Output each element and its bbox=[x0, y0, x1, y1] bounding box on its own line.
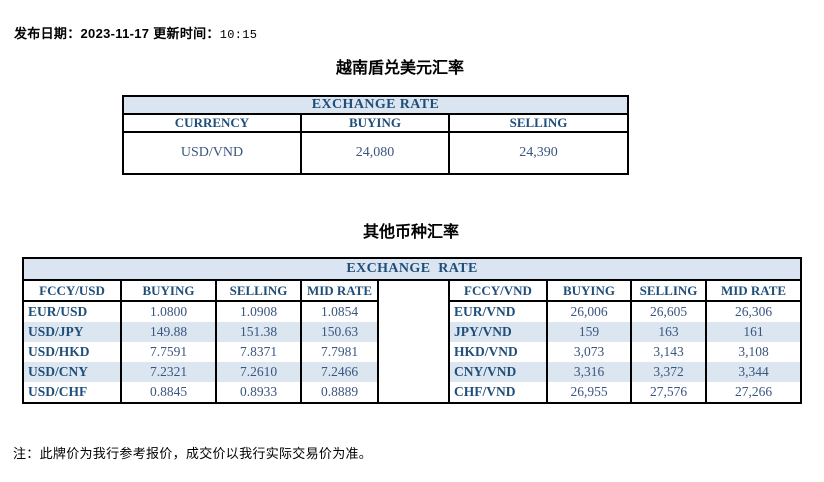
table-gap-column bbox=[377, 280, 450, 404]
column-header-row: FCCY/USD BUYING SELLING MID RATE FCCY/VN… bbox=[22, 280, 803, 404]
currency-pair-cell: JPY/VND bbox=[448, 322, 548, 342]
currency-pair-cell: HKD/VND bbox=[448, 342, 548, 362]
selling-rate-cell: 0.8933 bbox=[215, 382, 302, 403]
publish-date-label: 发布日期： bbox=[14, 26, 81, 41]
mid-rate-cell: 7.7981 bbox=[300, 342, 379, 362]
mid-rate-cell: 1.0854 bbox=[300, 301, 379, 322]
buying-rate-cell: 3,073 bbox=[546, 342, 632, 362]
mid-rate-cell: 150.63 bbox=[300, 322, 379, 342]
buying-rate-cell: 149.88 bbox=[120, 322, 217, 342]
publish-date-value: 2023-11-17 bbox=[80, 26, 150, 41]
column-header-fccy-vnd: FCCY/VND bbox=[448, 280, 548, 302]
selling-rate-cell: 3,372 bbox=[630, 362, 707, 382]
currency-pair-cell: USD/VND bbox=[122, 131, 302, 175]
currency-pair-cell: USD/HKD bbox=[22, 342, 122, 362]
table-row: USD/VND 24,080 24,390 bbox=[122, 131, 629, 175]
table-row: USD/CHF 0.8845 0.8933 0.8889 CHF/VND 26,… bbox=[22, 382, 803, 403]
table-title-cell: EXCHANGE RATE bbox=[122, 95, 629, 115]
selling-rate-cell: 151.38 bbox=[215, 322, 302, 342]
selling-rate-cell: 24,390 bbox=[448, 131, 629, 175]
buying-rate-cell: 24,080 bbox=[300, 131, 450, 175]
selling-rate-cell: 3,143 bbox=[630, 342, 707, 362]
mid-rate-cell: 26,306 bbox=[704, 301, 803, 322]
column-header-midrate-right: MID RATE bbox=[704, 280, 803, 302]
mid-rate-cell: 7.2466 bbox=[300, 362, 379, 382]
buying-rate-cell: 3,316 bbox=[546, 362, 632, 382]
column-header-midrate-left: MID RATE bbox=[300, 280, 379, 302]
mid-rate-cell: 3,344 bbox=[704, 362, 803, 382]
buying-rate-cell: 7.2321 bbox=[120, 362, 217, 382]
mid-rate-cell: 3,108 bbox=[704, 342, 803, 362]
currency-pair-cell: EUR/VND bbox=[448, 301, 548, 322]
currency-pair-cell: CHF/VND bbox=[448, 382, 548, 403]
selling-rate-cell: 27,576 bbox=[630, 382, 707, 403]
table-row: USD/CNY 7.2321 7.2610 7.2466 CNY/VND 3,3… bbox=[22, 362, 803, 382]
column-header-buying-left: BUYING bbox=[120, 280, 217, 302]
currency-pair-cell: USD/JPY bbox=[22, 322, 122, 342]
mid-rate-cell: 0.8889 bbox=[300, 382, 379, 403]
table-row: USD/HKD 7.7591 7.8371 7.7981 HKD/VND 3,0… bbox=[22, 342, 803, 362]
buying-rate-cell: 159 bbox=[546, 322, 632, 342]
update-time-label: 更新时间： bbox=[153, 26, 220, 41]
column-header-fccy-usd: FCCY/USD bbox=[22, 280, 122, 302]
table-row: EUR/USD 1.0800 1.0908 1.0854 EUR/VND 26,… bbox=[22, 301, 803, 322]
currency-pair-cell: CNY/VND bbox=[448, 362, 548, 382]
mid-rate-cell: 161 bbox=[704, 322, 803, 342]
selling-rate-cell: 163 bbox=[630, 322, 707, 342]
buying-rate-cell: 7.7591 bbox=[120, 342, 217, 362]
buying-rate-cell: 26,006 bbox=[546, 301, 632, 322]
buying-rate-cell: 0.8845 bbox=[120, 382, 217, 403]
currency-pair-cell: USD/CHF bbox=[22, 382, 122, 403]
column-header-selling-right: SELLING bbox=[630, 280, 707, 302]
currency-pair-cell: EUR/USD bbox=[22, 301, 122, 322]
other-currencies-section-title: 其他币种汇率 bbox=[362, 224, 459, 241]
selling-rate-cell: 7.8371 bbox=[215, 342, 302, 362]
table-title-cell: EXCHANGE RATE bbox=[21, 257, 803, 281]
column-header-buying-right: BUYING bbox=[546, 280, 632, 302]
selling-rate-cell: 26,605 bbox=[630, 301, 707, 322]
table-row: USD/JPY 149.88 151.38 150.63 JPY/VND 159… bbox=[22, 322, 803, 342]
table-header-row: EXCHANGE RATE bbox=[122, 95, 629, 115]
publish-info-line: 发布日期：2023-11-17 更新时间：10:15 bbox=[14, 23, 257, 42]
update-time-value: 10:15 bbox=[219, 28, 258, 42]
currency-pair-cell: USD/CNY bbox=[22, 362, 122, 382]
usd-vnd-rate-table: EXCHANGE RATE CURRENCY BUYING SELLING US… bbox=[122, 95, 629, 175]
table-header-row: EXCHANGE RATE bbox=[21, 257, 803, 281]
buying-rate-cell: 26,955 bbox=[546, 382, 632, 403]
selling-rate-cell: 7.2610 bbox=[215, 362, 302, 382]
selling-rate-cell: 1.0908 bbox=[215, 301, 302, 322]
usd-vnd-section-title: 越南盾兑美元汇率 bbox=[335, 60, 464, 77]
mid-rate-cell: 27,266 bbox=[704, 382, 803, 403]
disclaimer-note: 注：此牌价为我行参考报价，成交价以我行实际交易价为准。 bbox=[13, 446, 373, 461]
column-header-selling: SELLING bbox=[448, 113, 629, 133]
buying-rate-cell: 1.0800 bbox=[120, 301, 217, 322]
column-header-currency: CURRENCY bbox=[122, 113, 302, 133]
column-header-selling-left: SELLING bbox=[215, 280, 302, 302]
other-currencies-rate-table: EXCHANGE RATE FCCY/USD BUYING SELLING MI… bbox=[21, 257, 803, 404]
column-header-buying: BUYING bbox=[300, 113, 450, 133]
column-header-row: CURRENCY BUYING SELLING bbox=[122, 113, 629, 133]
